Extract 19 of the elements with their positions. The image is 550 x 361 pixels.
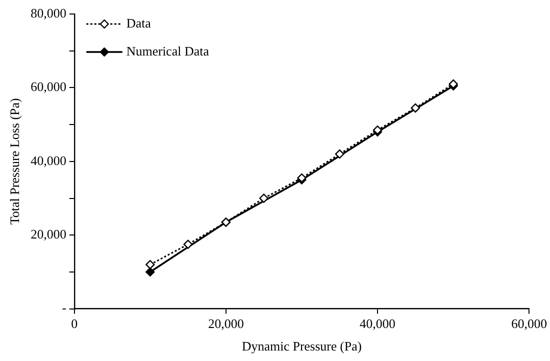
x-tick-label: 0 — [71, 316, 78, 332]
legend-label: Data — [126, 15, 152, 30]
x-axis-title: Dynamic Pressure (Pa) — [242, 338, 362, 354]
x-tick-label: 60,000 — [511, 316, 547, 332]
point — [410, 103, 420, 113]
point — [259, 194, 268, 203]
point — [146, 267, 155, 277]
legend-label: Numerical Data — [126, 43, 210, 58]
y-axis-title: Total Pressure Loss (Pa) — [7, 98, 22, 225]
y-tick-label: 60,000 — [30, 79, 66, 94]
point — [146, 260, 155, 270]
point — [183, 240, 193, 249]
y-tick-label: - — [62, 300, 66, 316]
x-tick-label: 20,000 — [208, 316, 244, 332]
y-tick-label: 80,000 — [30, 5, 66, 20]
y-tick-label: 20,000 — [30, 226, 66, 242]
point — [335, 149, 344, 159]
y-tick-label: 40,000 — [30, 152, 66, 168]
x-tick-label: 40,000 — [360, 316, 396, 332]
